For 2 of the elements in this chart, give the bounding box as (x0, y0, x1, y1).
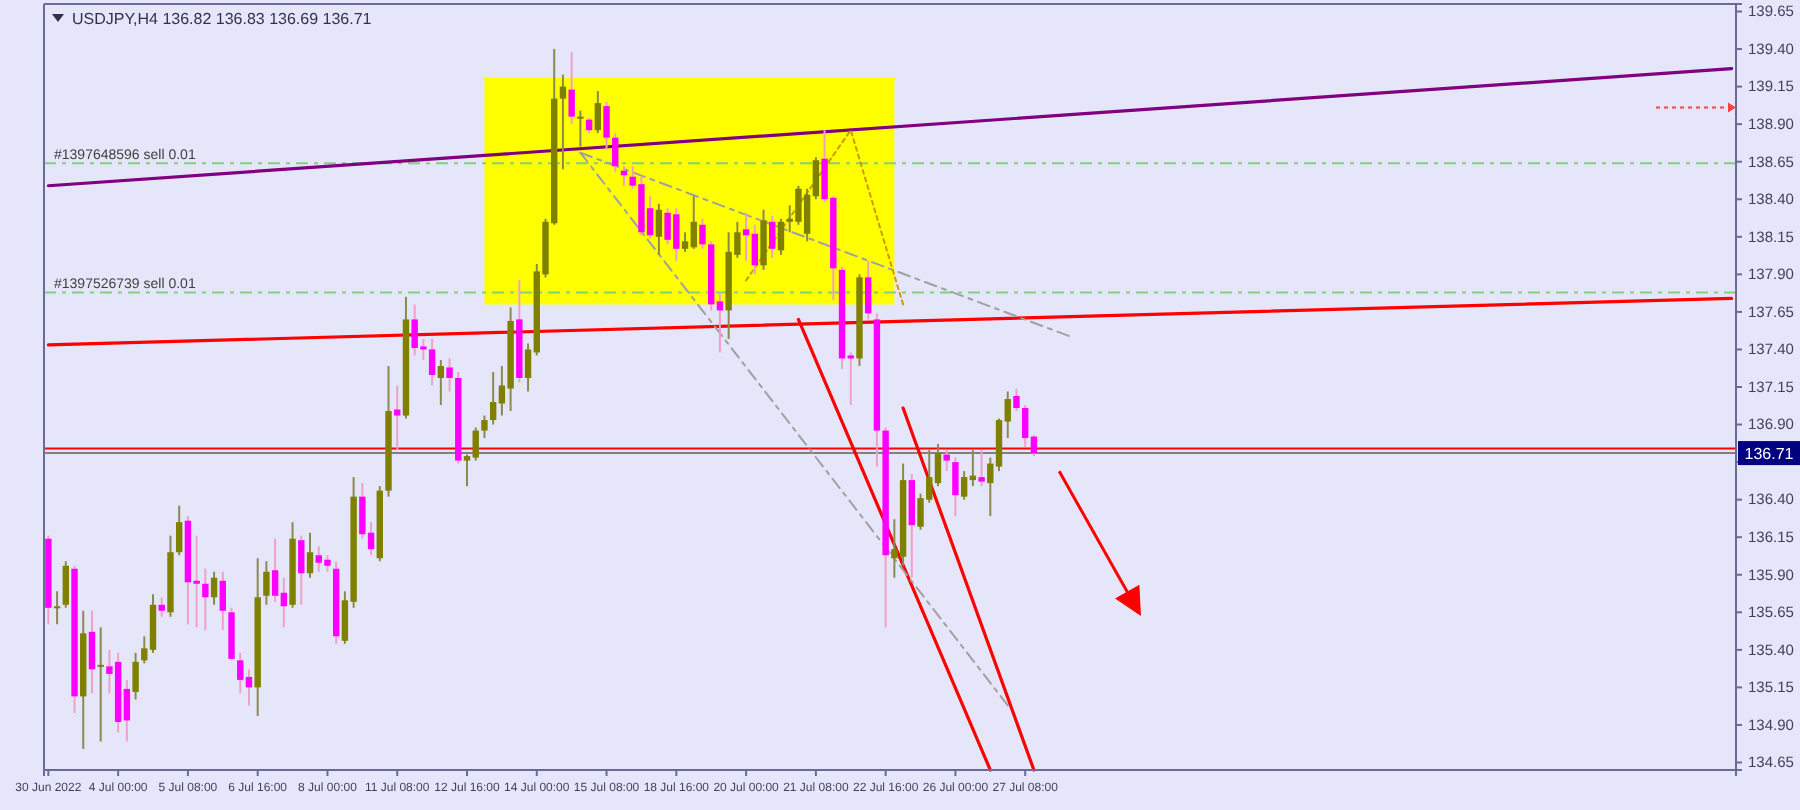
chart-title: USDJPY,H4 136.82 136.83 136.69 136.71 (72, 10, 373, 28)
ref-line-label: 136.71 (1744, 445, 1795, 464)
